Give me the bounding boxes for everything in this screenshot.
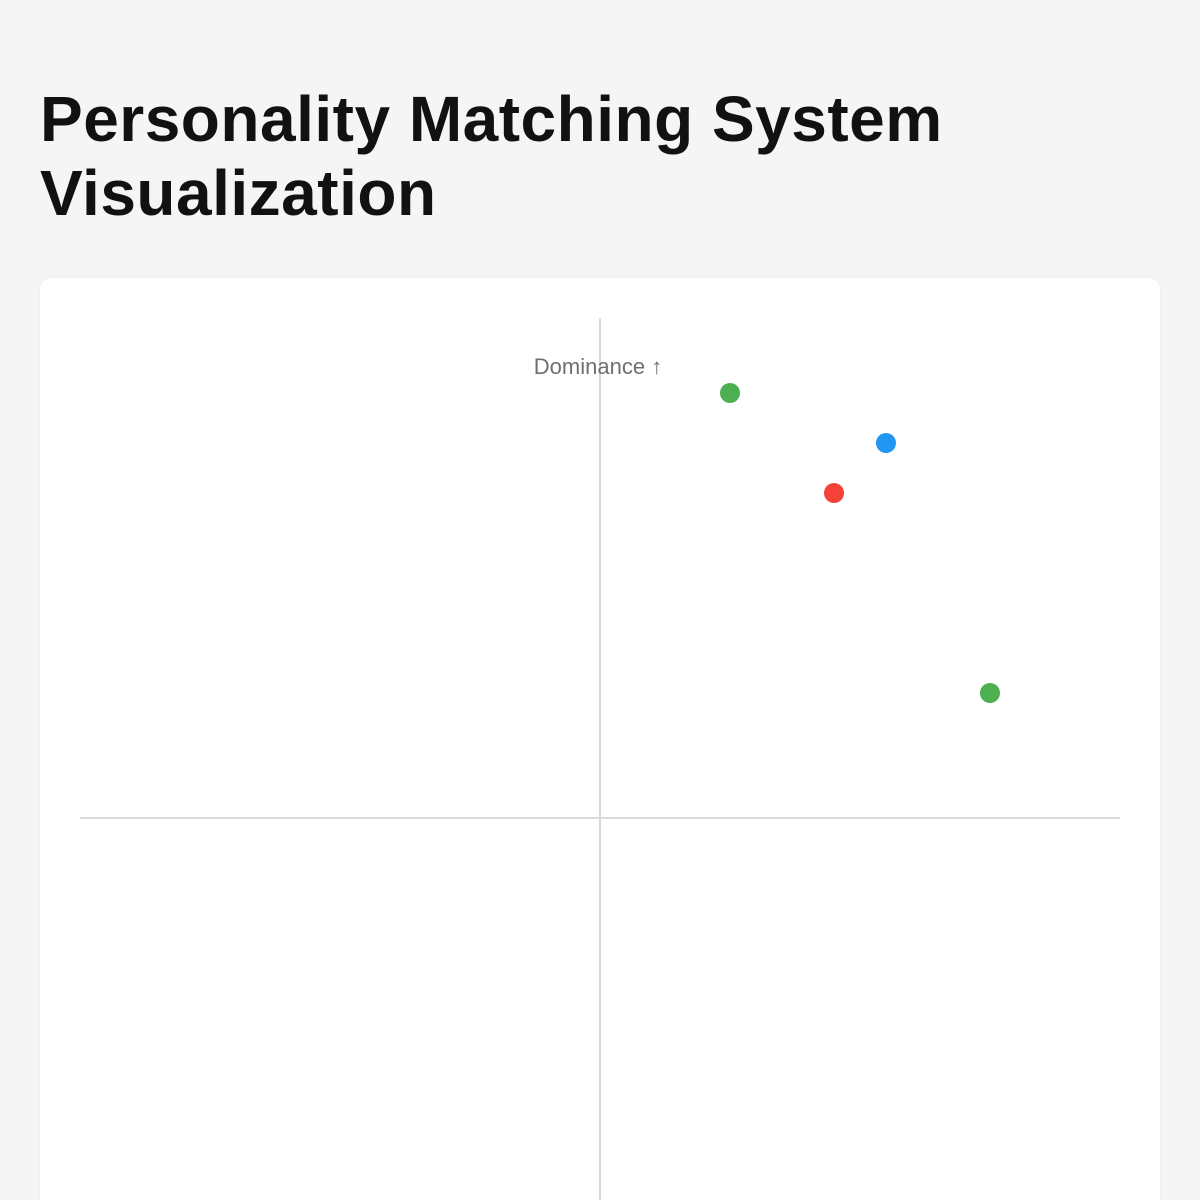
y-axis-label: Dominance ↑ [534,354,662,379]
data-points [720,383,1000,703]
data-point-4[interactable] [980,683,1000,703]
scatter-plot: Dominance ↑ [80,318,1120,1200]
data-point-2[interactable] [876,433,896,453]
data-point-3[interactable] [824,483,844,503]
page-title: Personality Matching System Visualizatio… [40,83,943,229]
data-point-1[interactable] [720,383,740,403]
chart-card: Dominance ↑ [40,278,1160,1200]
